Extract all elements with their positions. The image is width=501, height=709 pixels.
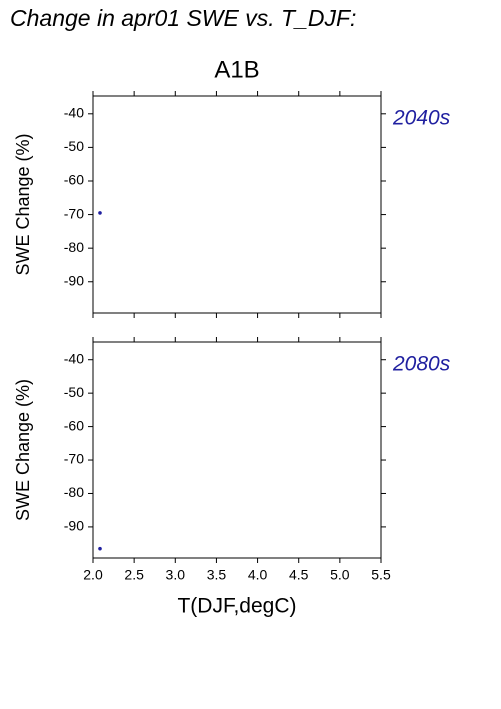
x-tick-label: 2.5 [124, 567, 144, 583]
plot-frame [92, 95, 382, 314]
x-tick-label: 3.5 [207, 567, 227, 583]
y-tick-label: -60 [64, 417, 84, 433]
y-tick-label: -40 [64, 350, 84, 366]
x-tick-label: 3.0 [166, 567, 186, 583]
y-tick-label: -50 [64, 138, 84, 154]
y-tick-label: -90 [64, 518, 84, 534]
y-tick-label: -70 [64, 451, 84, 467]
y-tick-label: -50 [64, 384, 84, 400]
y-tick-label: -60 [64, 172, 84, 188]
x-axis-label: T(DJF,degC) [177, 595, 296, 618]
y-tick-label: -90 [64, 272, 84, 288]
annotation: 2040s [392, 107, 451, 130]
plot-frame [92, 341, 382, 559]
y-tick-label: -70 [64, 205, 84, 221]
y-tick-label: -80 [64, 484, 84, 500]
point [98, 211, 102, 215]
figure-title: Change in apr01 SWE vs. T_DJF: [10, 5, 356, 31]
x-tick-label: 5.5 [371, 567, 391, 583]
y-axis-label: SWE Change (%) [13, 379, 33, 521]
y-tick-label: -40 [64, 105, 84, 121]
x-tick-label: 5.0 [330, 567, 350, 583]
x-tick-label: 4.0 [248, 567, 268, 583]
panel-title: A1B [214, 56, 259, 83]
y-tick-label: -80 [64, 239, 84, 255]
x-tick-label: 4.5 [289, 567, 309, 583]
annotation: 2080s [392, 353, 451, 376]
y-axis-label: SWE Change (%) [13, 133, 33, 275]
x-tick-label: 2.0 [83, 567, 103, 583]
point [98, 546, 102, 551]
